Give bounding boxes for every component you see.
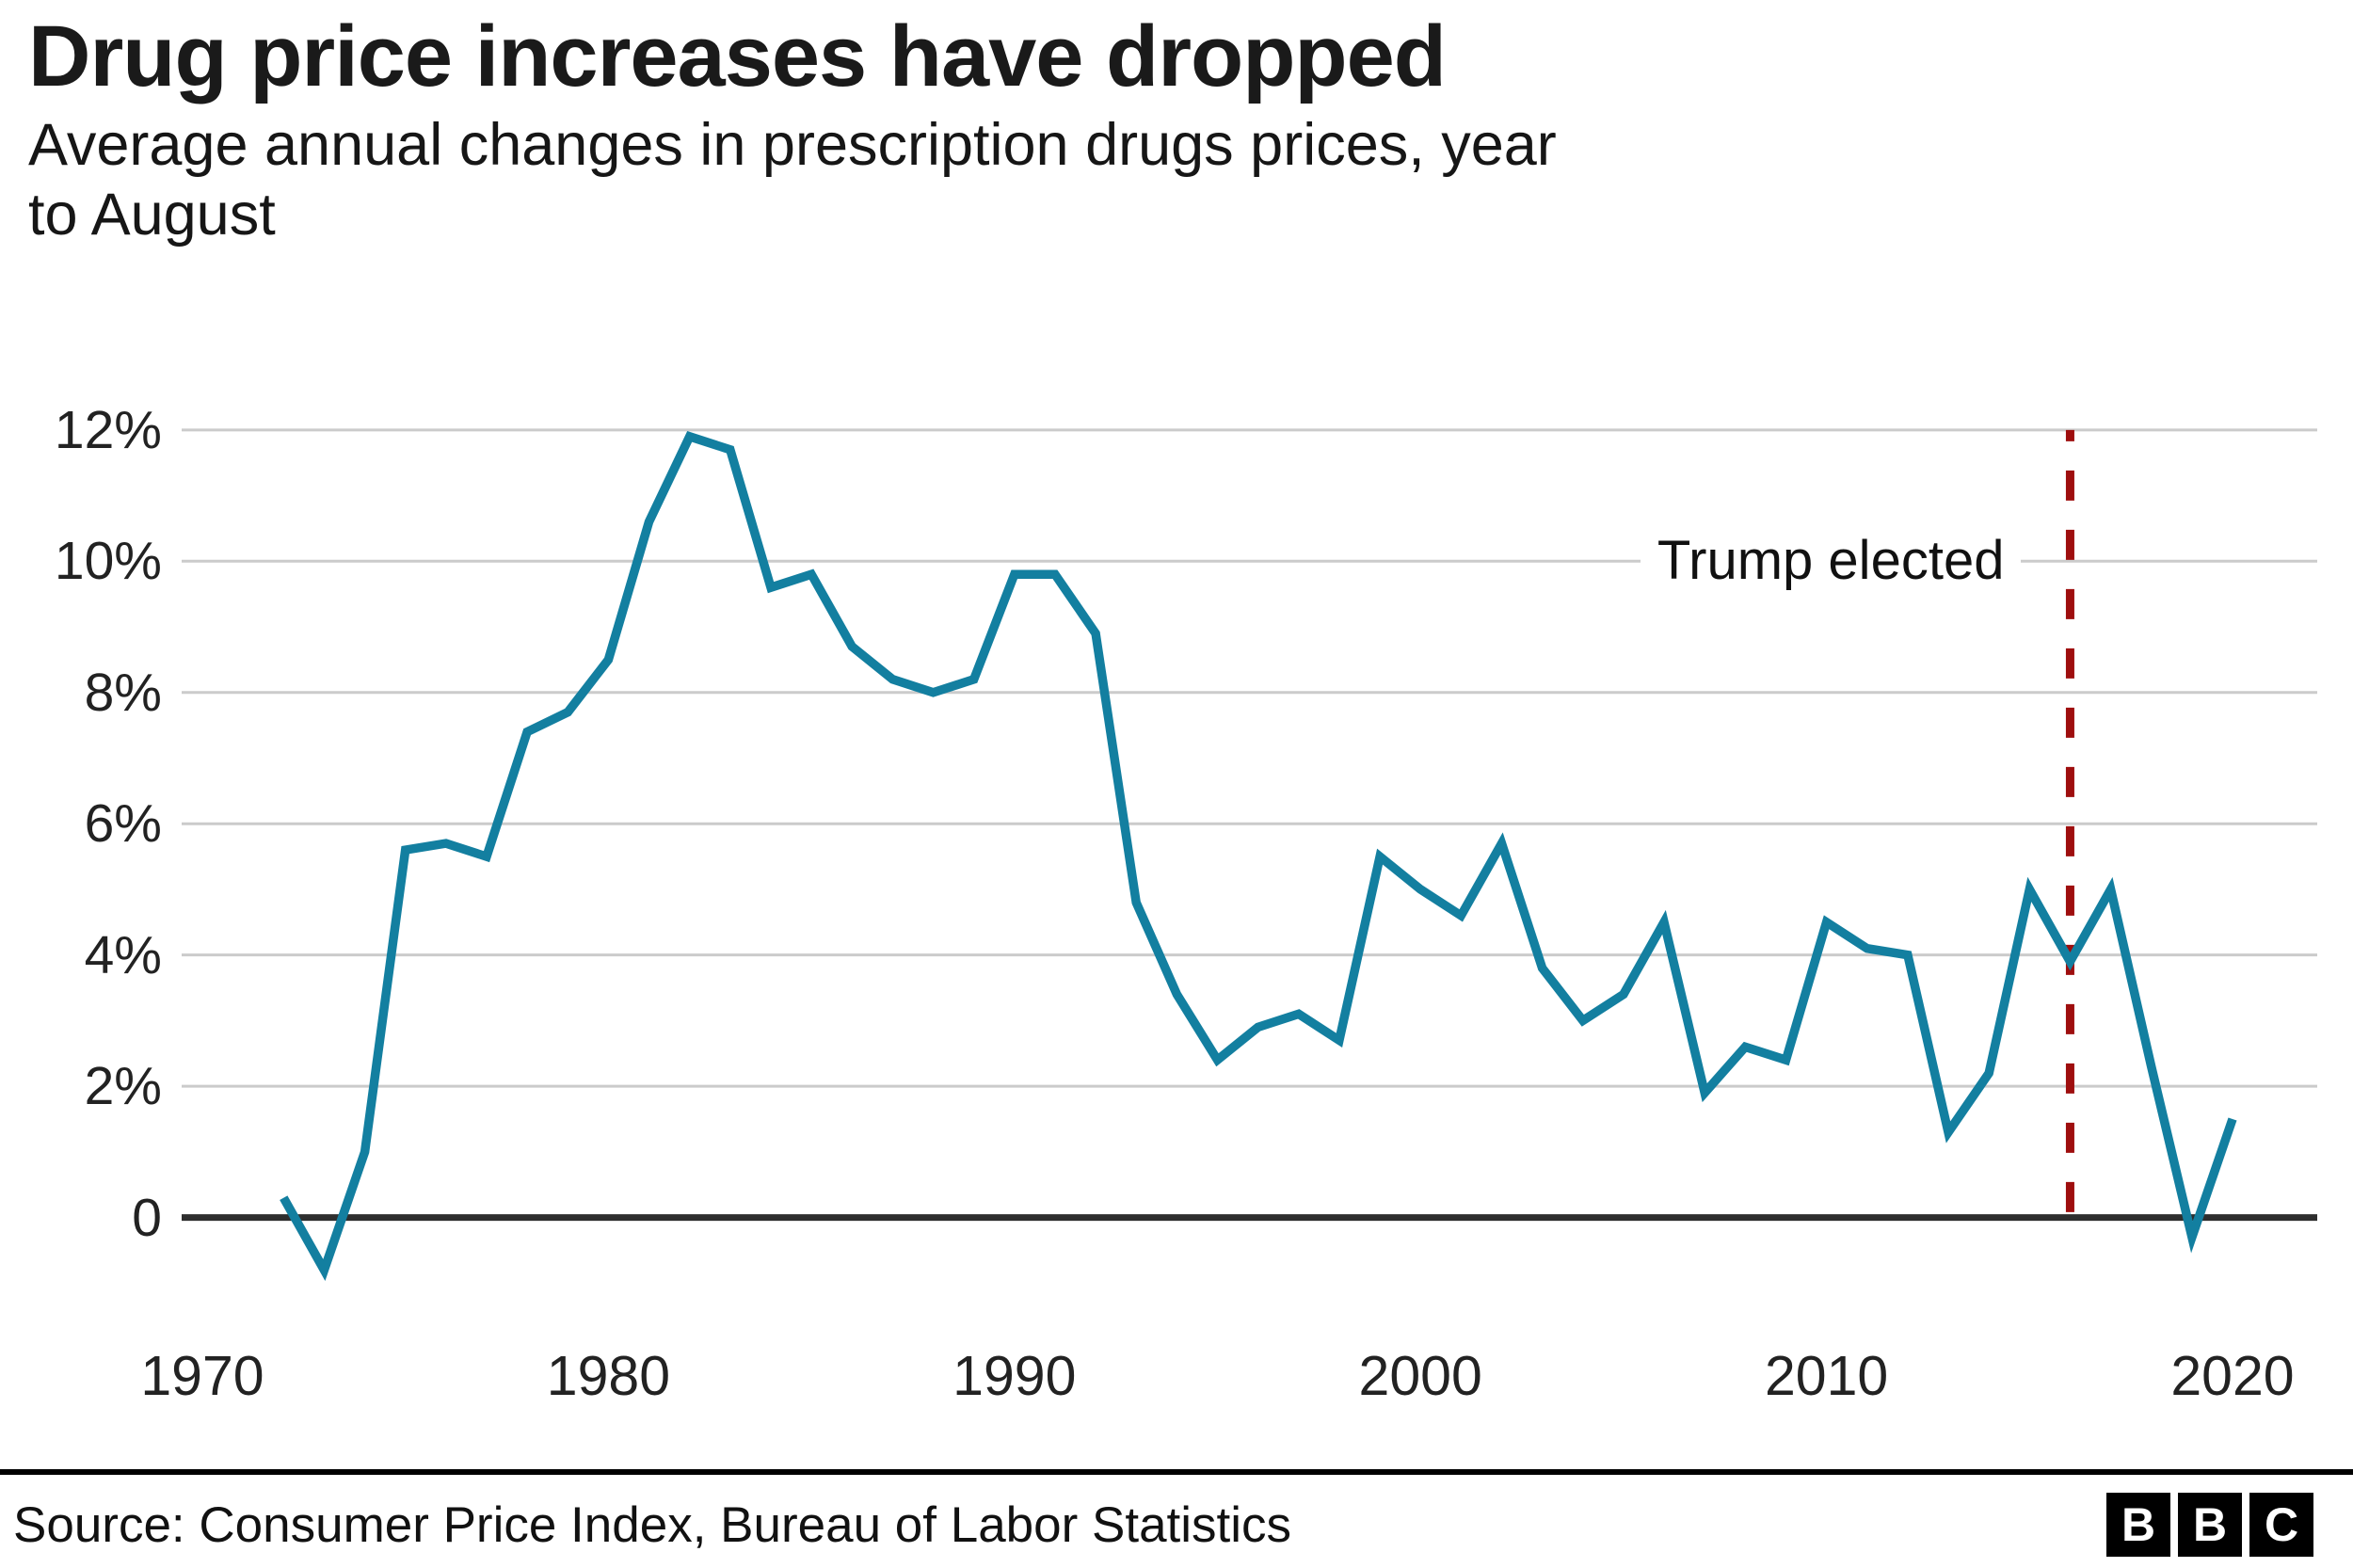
trend-line — [280, 430, 2237, 1281]
x-axis-tick-label: 1970 — [140, 1345, 264, 1407]
y-axis-tick-label: 8% — [84, 662, 162, 723]
x-axis-tick-label: 2010 — [1764, 1345, 1889, 1407]
y-axis-tick-label: 2% — [84, 1056, 162, 1117]
y-axis-tick-label: 12% — [54, 399, 162, 460]
source-text: Source: Consumer Price Index, Bureau of … — [13, 1497, 1292, 1553]
y-axis-tick-label: 6% — [84, 793, 162, 855]
x-axis-tick-label: 1990 — [952, 1345, 1077, 1407]
bbc-logo-letter: C — [2249, 1493, 2313, 1557]
page-subtitle: Average annual changes in prescription d… — [28, 111, 2287, 249]
x-axis-tick-label: 2000 — [1358, 1345, 1482, 1407]
y-axis-tick-label: 10% — [54, 531, 162, 592]
page-title: Drug price increases have dropped — [28, 8, 1447, 104]
bbc-logo-letter: B — [2106, 1493, 2170, 1557]
page-subtitle-line1: Average annual changes in prescription d… — [28, 112, 1557, 178]
x-axis-tick-label: 2020 — [2170, 1345, 2295, 1407]
y-axis-tick-label: 4% — [84, 924, 162, 985]
page-subtitle-line2: to August — [28, 181, 276, 248]
footer-divider — [0, 1469, 2353, 1475]
annotation-trump-elected: Trump elected — [1640, 528, 2022, 595]
bbc-logo-letter: B — [2178, 1493, 2242, 1557]
y-axis-tick-label: 0 — [132, 1187, 162, 1248]
x-axis-tick-label: 1980 — [546, 1345, 671, 1407]
